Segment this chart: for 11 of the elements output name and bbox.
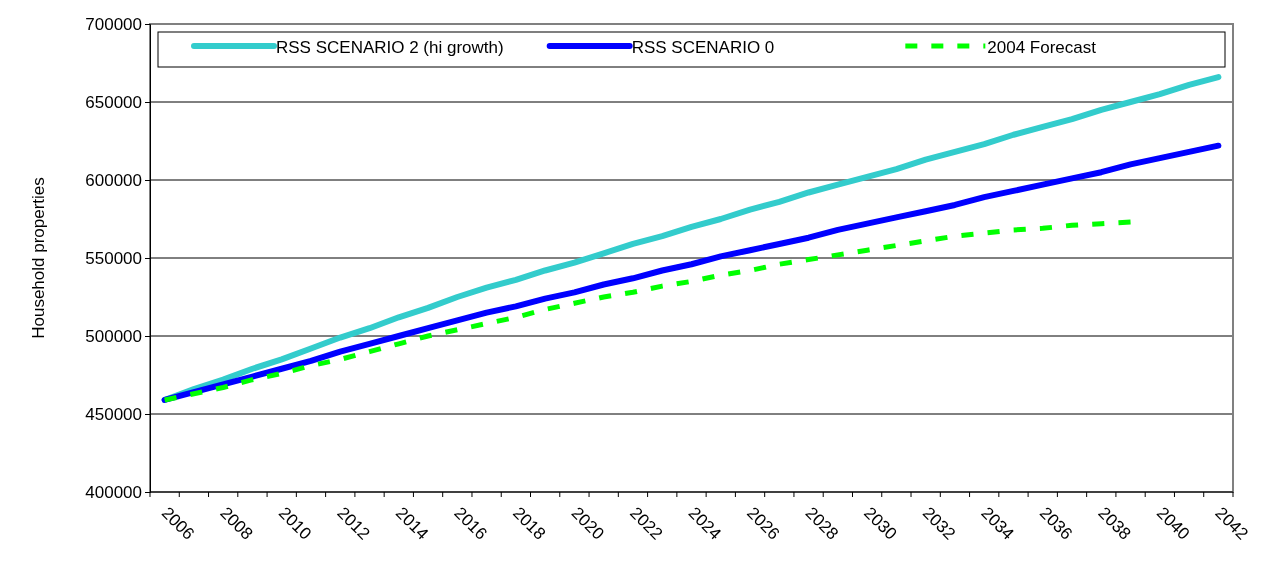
legend-label: RSS SCENARIO 0 (631, 38, 775, 57)
y-tick-label: 450000 (85, 404, 142, 424)
y-tick-label: 500000 (85, 326, 142, 346)
legend-label: 2004 Forecast (987, 38, 1097, 57)
y-axis-title: Household properties (29, 177, 48, 339)
y-tick-label: 400000 (85, 482, 142, 502)
y-tick-label: 700000 (85, 14, 142, 34)
y-tick-label: 600000 (85, 170, 142, 190)
legend-label: RSS SCENARIO 2 (hi growth) (276, 38, 504, 57)
y-tick-label: 550000 (85, 248, 142, 268)
y-tick-label: 650000 (85, 92, 142, 112)
